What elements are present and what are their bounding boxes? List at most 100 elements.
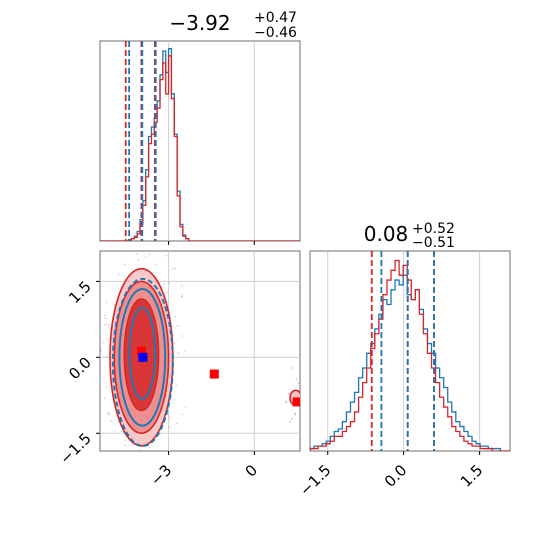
joint-scatter-point <box>133 248 135 250</box>
joint-scatter-point <box>144 228 146 230</box>
joint-ticklabel-y-1: 0.0 <box>65 353 95 383</box>
joint-contours <box>95 225 300 476</box>
marginal-y-hist-series-0 <box>310 274 510 451</box>
joint-ticklabel-y-0: 1.5 <box>65 277 95 307</box>
joint-scatter-point <box>124 263 126 266</box>
joint-scatter-point <box>116 245 118 247</box>
joint-scatter-point <box>110 420 113 423</box>
joint-scatter-point <box>96 389 98 391</box>
marginal-x-title-plus: +0.47 <box>254 10 297 26</box>
joint-scatter-point <box>136 253 139 256</box>
joint-scatter-point <box>100 309 101 311</box>
joint-scatter-outlier <box>291 418 293 420</box>
joint-scatter-point <box>175 384 178 387</box>
joint-scatter-outlier <box>294 413 297 416</box>
joint-scatter-point <box>144 256 147 259</box>
joint-scatter-point <box>181 413 184 415</box>
joint-scatter-point <box>118 273 121 276</box>
marginal-x-title: −3.92 <box>169 11 230 35</box>
joint-scatter-point <box>181 293 184 296</box>
joint-scatter-point <box>105 317 108 320</box>
joint-scatter-point <box>132 471 134 473</box>
marginal-y-panel: −1.5 0.0 1.5 0.08 +0.52 −0.51 <box>296 221 511 500</box>
joint-scatter-point <box>174 267 177 270</box>
joint-scatter-point <box>184 349 187 352</box>
joint-scatter-point <box>163 239 165 241</box>
joint-scatter-point <box>148 253 151 256</box>
joint-scatter-point <box>104 314 106 317</box>
joint-scatter-point <box>136 225 138 227</box>
joint-scatter-point <box>177 351 180 354</box>
joint-blue-contour-2 <box>111 277 174 447</box>
joint-scatter-point <box>100 319 101 322</box>
joint-panel: −3 0 1.5 0.0 −1.5 <box>56 225 301 489</box>
joint-scatter-point <box>173 342 176 344</box>
joint-blue-contour-0 <box>128 306 157 400</box>
joint-marker-3 <box>292 397 300 407</box>
joint-scatter-point <box>123 444 126 447</box>
joint-scatter-point <box>105 301 108 304</box>
joint-scatter-point <box>103 375 105 378</box>
joint-scatter-point <box>119 450 122 451</box>
joint-scatter-outlier <box>285 400 288 403</box>
joint-scatter-point <box>103 317 106 320</box>
joint-scatter-point <box>123 463 125 465</box>
marginal-y-title-minus: −0.51 <box>412 235 455 251</box>
joint-scatter-point <box>107 413 110 416</box>
joint-scatter-point <box>108 413 111 415</box>
joint-scatter-point <box>102 341 105 344</box>
joint-scatter-point <box>95 322 97 324</box>
joint-scatter-point <box>181 284 183 287</box>
joint-scatter-point <box>98 355 100 357</box>
marginal-x-title-minus: −0.46 <box>254 25 297 41</box>
marginal-x-title-value: −3.92 <box>169 11 230 35</box>
joint-scatter-outlier <box>289 421 292 423</box>
joint-scatter-point <box>169 426 171 429</box>
joint-scatter-outlier <box>287 392 290 395</box>
marginal-x-panel: −3.92 +0.47 −0.46 <box>99 10 301 245</box>
joint-scatter-point <box>148 446 151 449</box>
joint-scatter-outlier <box>297 382 300 384</box>
joint-frame <box>99 250 301 452</box>
joint-scatter-point <box>113 304 116 306</box>
joint-scatter-point <box>100 349 102 352</box>
joint-scatter-point <box>129 472 131 474</box>
joint-scatter-point <box>168 282 171 284</box>
joint-scatter-point <box>140 474 142 476</box>
joint-scatter-point <box>104 397 106 399</box>
marginal-y-ticklabel-1: 0.0 <box>381 461 411 491</box>
joint-scatter-outlier <box>294 412 297 415</box>
joint-scatter-point <box>111 451 113 453</box>
joint-scatter-point <box>180 335 183 337</box>
marginal-y-histograms <box>310 251 510 451</box>
marginal-y-frame <box>309 250 511 452</box>
marginal-x-hist-series-0 <box>100 48 300 241</box>
joint-scatter-point <box>173 382 176 385</box>
marginal-y-title-plus: +0.52 <box>412 221 455 237</box>
joint-ticklabel-x-1: 0 <box>242 461 261 480</box>
joint-marker-0 <box>136 346 146 356</box>
marginal-x-grid <box>168 41 255 241</box>
joint-scatter-point <box>165 254 168 257</box>
joint-scatter-point <box>107 411 110 414</box>
joint-scatter-point <box>146 231 148 233</box>
joint-scatter-point <box>166 291 169 293</box>
joint-scatter-point <box>107 323 110 326</box>
joint-scatter-point <box>168 416 171 419</box>
joint-scatter-point <box>135 234 137 236</box>
joint-scatter-outlier <box>285 401 288 404</box>
joint-scatter-point <box>96 322 98 324</box>
joint-scatter-point <box>180 295 183 298</box>
joint-scatter-point <box>154 263 157 266</box>
marginal-y-ticklabel-2: 1.5 <box>457 461 487 491</box>
joint-scatter-point <box>174 315 177 318</box>
joint-scatter-point <box>143 474 145 476</box>
joint-scatter-point <box>139 449 141 451</box>
joint-scatter-point <box>103 323 106 326</box>
joint-scatter-outlier <box>295 378 298 381</box>
joint-scatter-point <box>97 386 99 388</box>
joint-scatter-point <box>123 469 125 471</box>
joint-scatter-point <box>131 235 133 237</box>
joint-scatter-point <box>158 434 161 437</box>
